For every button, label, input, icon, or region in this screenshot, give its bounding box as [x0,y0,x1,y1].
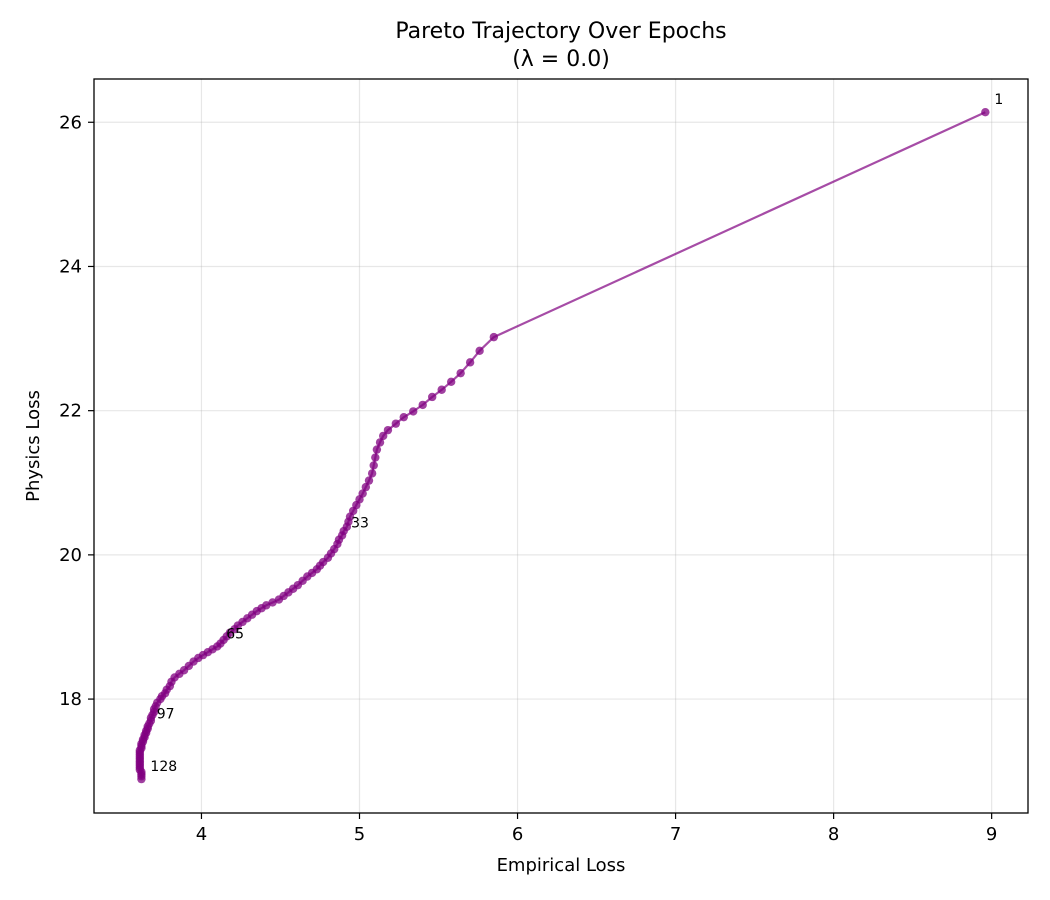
trajectory-point [489,332,499,342]
trajectory-point [475,346,484,356]
trajectory-point [427,392,437,402]
trajectory-point [446,377,456,387]
chart-title: Pareto Trajectory Over Epochs [395,19,726,44]
trajectory-point [137,774,146,784]
trajectory-point [391,419,401,428]
trajectory-point [418,400,427,410]
trajectory-point [274,595,284,604]
trajectory-point [465,358,475,367]
epoch-label: 128 [150,759,177,775]
trajectory-point [361,482,371,492]
trajectory-point [367,469,377,478]
x-tick-label: 4 [196,824,207,845]
trajectory-line [138,111,986,780]
y-tick-label: 18 [59,689,82,710]
y-tick-label: 20 [59,545,82,566]
trajectory-point [456,368,465,378]
trajectory-point [371,453,380,462]
epoch-label: 65 [226,626,244,642]
chart-subtitle: (λ = 0.0) [512,47,610,72]
y-tick-label: 22 [59,401,82,422]
trajectory-point [379,431,388,441]
x-tick-label: 8 [828,824,839,845]
trajectory-point [369,461,378,470]
x-axis-label: Empirical Loss [497,855,626,876]
epoch-label: 1 [994,92,1003,108]
trajectory-points [135,107,990,784]
epoch-annotations: 1 33 65 97 128 [150,92,1003,775]
y-axis-ticks: 18 20 22 24 26 [59,112,94,710]
trajectory-point [268,598,277,607]
trajectory-point [981,107,990,117]
x-tick-label: 9 [986,824,997,845]
y-tick-label: 26 [59,112,82,133]
trajectory-point [383,425,393,435]
trajectory-point [372,445,382,454]
trajectory-point [399,412,408,422]
x-tick-label: 7 [670,824,681,845]
grid-lines [94,79,1028,813]
epoch-label: 33 [351,515,369,531]
epoch-label: 97 [157,706,175,722]
plot-frame [93,78,1029,814]
x-tick-label: 6 [512,824,523,845]
trajectory-point [437,385,446,394]
trajectory-point [409,407,418,416]
trajectory-point [375,438,385,447]
trajectory-point [364,476,374,485]
trajectory-path [138,111,986,780]
x-axis-ticks: 4 5 6 7 8 9 [196,813,997,845]
y-axis-label: Physics Loss [23,390,44,502]
x-tick-label: 5 [354,824,365,845]
y-tick-label: 24 [59,256,82,277]
